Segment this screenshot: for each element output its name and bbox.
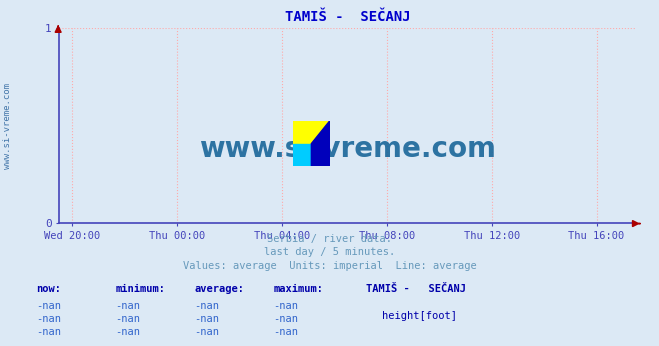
Polygon shape [293,121,330,144]
Text: -nan: -nan [194,327,219,337]
Text: minimum:: minimum: [115,284,165,294]
Text: TAMIŠ -   SEČANJ: TAMIŠ - SEČANJ [366,284,466,294]
Text: www.si-vreme.com: www.si-vreme.com [3,83,13,169]
Text: -nan: -nan [273,314,299,324]
Text: -nan: -nan [36,301,61,311]
Text: Serbia / river data.: Serbia / river data. [267,234,392,244]
Text: -nan: -nan [273,301,299,311]
Text: -nan: -nan [36,314,61,324]
Text: -nan: -nan [273,327,299,337]
Text: -nan: -nan [194,314,219,324]
Text: height[foot]: height[foot] [382,311,457,320]
Text: maximum:: maximum: [273,284,324,294]
Polygon shape [293,144,312,166]
Polygon shape [312,121,330,166]
Text: -nan: -nan [115,314,140,324]
Text: last day / 5 minutes.: last day / 5 minutes. [264,247,395,257]
Text: -nan: -nan [194,301,219,311]
Text: Values: average  Units: imperial  Line: average: Values: average Units: imperial Line: av… [183,261,476,271]
Text: -nan: -nan [36,327,61,337]
Text: -nan: -nan [115,327,140,337]
Text: www.si-vreme.com: www.si-vreme.com [199,135,496,163]
Text: average:: average: [194,284,244,294]
Text: -nan: -nan [115,301,140,311]
Title: TAMIŠ -  SEČANJ: TAMIŠ - SEČANJ [285,10,411,24]
Text: now:: now: [36,284,61,294]
